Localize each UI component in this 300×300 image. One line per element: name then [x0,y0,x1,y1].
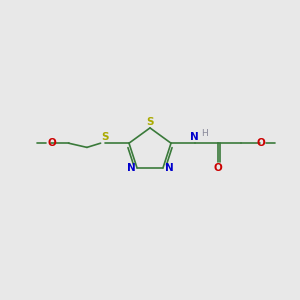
Text: O: O [214,163,223,173]
Text: S: S [102,132,109,142]
Text: O: O [47,138,56,148]
Text: S: S [146,117,154,127]
Text: N: N [165,163,173,173]
Text: O: O [256,138,265,148]
Text: N: N [190,132,199,142]
Text: N: N [127,163,135,173]
Text: H: H [201,129,208,138]
